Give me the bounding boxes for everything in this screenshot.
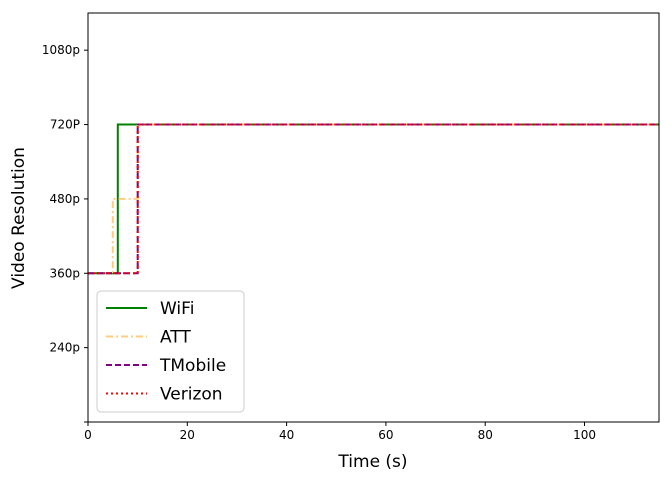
x-axis-ticks: 0 20 40 60 80 100 xyxy=(84,422,596,442)
legend-label-verizon: Verizon xyxy=(160,385,223,405)
y-tick-label: 1080p xyxy=(42,43,80,57)
plot-lines xyxy=(88,123,659,275)
legend-box xyxy=(96,290,245,413)
legend-label-att: ATT xyxy=(160,328,191,348)
x-tick-label: 80 xyxy=(478,428,493,442)
legend-label-tmobile: TMobile xyxy=(159,356,226,376)
plot-frame xyxy=(87,12,660,423)
y-axis-label: Video Resolution xyxy=(9,147,29,289)
legend-label-wifi: WiFi xyxy=(160,299,194,319)
x-tick-label: 0 xyxy=(84,428,92,442)
series-line-verizon xyxy=(88,123,659,275)
y-axis-ticks: 240p 360p 480p 720P 1080p xyxy=(42,43,88,423)
y-tick-label: 480p xyxy=(49,192,80,206)
series-line-wifi xyxy=(88,123,659,275)
y-tick-label: 720P xyxy=(50,118,80,132)
x-tick-label: 20 xyxy=(180,428,195,442)
y-tick-label: 240p xyxy=(49,341,80,355)
x-tick-label: 60 xyxy=(378,428,393,442)
series-line-att xyxy=(88,123,659,275)
x-tick-label: 100 xyxy=(573,428,596,442)
series-line-tmobile xyxy=(88,123,659,275)
y-tick-label: 360p xyxy=(49,266,80,280)
x-axis-label: Time (s) xyxy=(337,452,407,472)
legend: WiFi ATT TMobile Verizon xyxy=(96,290,245,413)
x-tick-label: 40 xyxy=(279,428,294,442)
